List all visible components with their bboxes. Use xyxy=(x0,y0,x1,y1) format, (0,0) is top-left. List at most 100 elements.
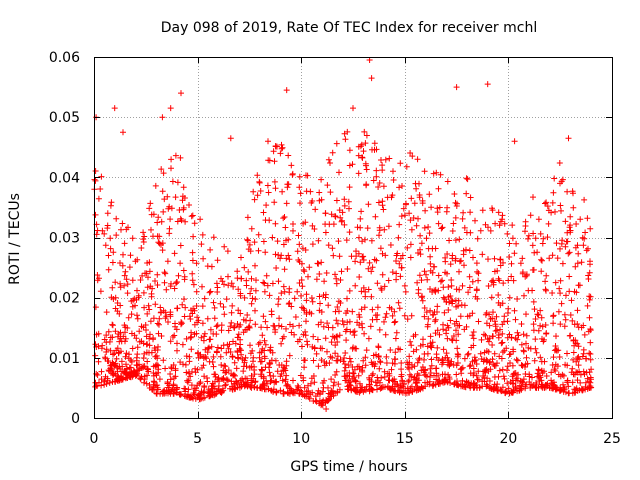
data-point xyxy=(379,271,386,278)
data-point xyxy=(98,368,105,375)
data-point xyxy=(355,372,362,379)
data-point xyxy=(301,268,308,275)
data-point xyxy=(231,359,238,366)
data-point xyxy=(572,337,579,344)
data-point xyxy=(370,370,376,377)
data-point xyxy=(245,237,251,244)
data-point xyxy=(117,280,124,287)
data-point xyxy=(499,330,506,337)
data-point xyxy=(339,209,346,216)
data-point xyxy=(496,353,503,360)
data-point xyxy=(98,173,105,180)
data-point xyxy=(188,307,194,314)
data-point xyxy=(311,379,318,386)
data-point xyxy=(510,277,517,284)
data-point xyxy=(162,270,169,277)
data-point xyxy=(404,244,411,251)
data-point xyxy=(322,221,329,228)
data-point xyxy=(127,364,134,371)
data-point xyxy=(248,225,255,232)
data-point xyxy=(297,190,304,197)
data-point xyxy=(466,247,473,254)
data-point xyxy=(416,272,423,279)
data-point xyxy=(230,372,236,379)
data-point xyxy=(506,240,513,247)
data-point xyxy=(392,349,399,356)
data-point xyxy=(380,383,387,390)
data-point xyxy=(520,331,527,338)
data-point xyxy=(446,374,453,381)
data-point xyxy=(446,362,453,369)
data-point xyxy=(181,313,188,320)
data-point xyxy=(140,340,147,347)
data-point xyxy=(318,176,325,183)
data-point xyxy=(535,327,542,334)
data-point xyxy=(461,383,468,390)
data-point xyxy=(369,306,376,313)
data-point xyxy=(261,337,268,344)
data-point xyxy=(279,377,286,384)
data-point xyxy=(276,315,283,322)
data-point xyxy=(210,353,217,360)
data-point xyxy=(470,342,477,349)
data-point xyxy=(550,189,557,196)
data-point xyxy=(334,333,341,340)
data-point xyxy=(155,343,161,350)
data-point xyxy=(342,377,349,384)
data-point xyxy=(393,258,399,264)
data-point xyxy=(296,173,303,180)
data-point xyxy=(587,339,594,346)
data-point xyxy=(541,358,548,365)
data-point xyxy=(403,163,410,170)
data-point xyxy=(266,157,273,164)
data-point xyxy=(268,308,275,315)
data-point xyxy=(428,356,435,363)
data-point xyxy=(112,378,119,385)
x-axis-label: GPS time / hours xyxy=(290,459,407,475)
data-point xyxy=(541,336,547,343)
data-point xyxy=(118,338,125,345)
data-point xyxy=(359,238,366,245)
data-point xyxy=(425,245,432,252)
data-point xyxy=(146,259,153,266)
data-point xyxy=(295,384,302,391)
data-point xyxy=(569,379,576,386)
data-point xyxy=(97,186,104,192)
data-point xyxy=(180,267,187,274)
data-point xyxy=(466,273,473,280)
data-point xyxy=(445,294,452,300)
data-point xyxy=(432,286,439,293)
data-point xyxy=(342,350,349,356)
data-point xyxy=(412,380,419,387)
data-point xyxy=(419,197,426,204)
data-point xyxy=(343,326,350,333)
data-point xyxy=(275,322,282,329)
data-point xyxy=(114,345,121,352)
data-point xyxy=(550,354,557,361)
data-point xyxy=(574,307,581,314)
data-point xyxy=(280,364,287,371)
data-point xyxy=(147,318,154,325)
data-point xyxy=(250,188,257,195)
data-point xyxy=(98,382,105,389)
data-point xyxy=(535,312,542,318)
data-point xyxy=(187,394,193,401)
data-point xyxy=(569,365,576,372)
data-point xyxy=(586,314,593,321)
data-point xyxy=(428,204,435,211)
data-point xyxy=(112,294,119,301)
data-point xyxy=(536,378,543,385)
data-point xyxy=(489,356,496,363)
data-point xyxy=(346,162,353,169)
data-point xyxy=(162,315,169,322)
data-point xyxy=(238,383,245,390)
data-point xyxy=(479,251,486,258)
data-point xyxy=(568,297,575,304)
data-point xyxy=(360,357,367,364)
data-point xyxy=(432,245,439,252)
data-point xyxy=(159,188,166,195)
data-point xyxy=(332,372,339,378)
data-point xyxy=(260,238,267,245)
data-point xyxy=(523,272,530,279)
data-point xyxy=(129,277,136,284)
